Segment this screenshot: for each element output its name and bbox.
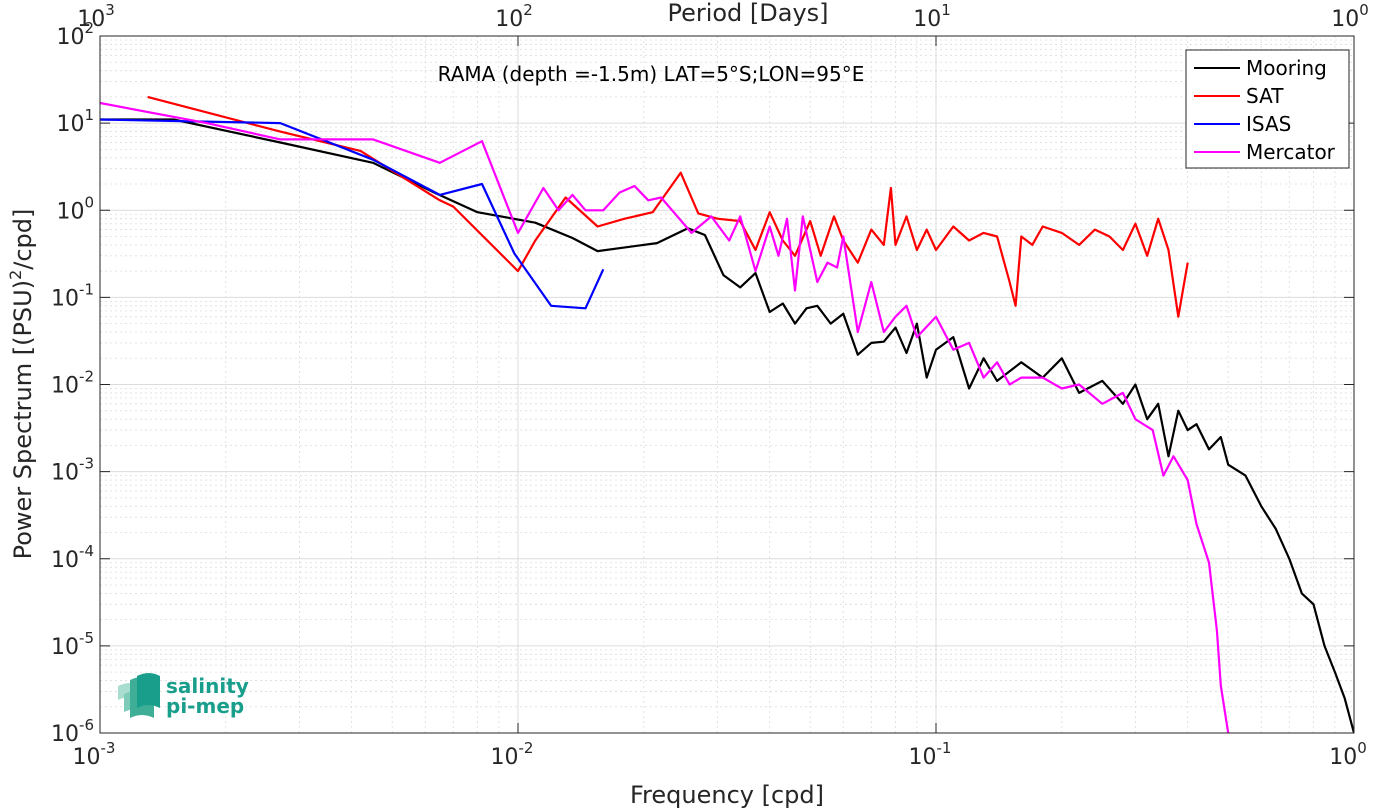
x-axis-label: Frequency [cpd] — [630, 781, 824, 809]
tick-marks — [99, 35, 1355, 734]
salinity-pi-mep-logo: salinity pi-mep — [118, 673, 249, 718]
y-tick-label: 102 — [56, 19, 94, 50]
logo-text-line2: pi-mep — [166, 694, 244, 718]
top-axis-label: Period [Days] — [667, 0, 828, 27]
y-tick-label: 10-2 — [51, 368, 94, 399]
y-axis-label-tail: /cpd] — [9, 209, 37, 270]
y-tick-label: 10-5 — [51, 629, 94, 660]
legend-box — [1185, 49, 1350, 169]
top-tick-label: 103 — [77, 1, 115, 32]
series-line-mercator — [100, 101, 1230, 733]
y-tick-label: 10-4 — [51, 542, 94, 573]
legend-label-mooring: Mooring — [1246, 56, 1327, 80]
y-tick-label: 10-1 — [51, 280, 94, 311]
logo-text-line1: salinity — [166, 674, 249, 698]
top-tick-label: 102 — [495, 1, 533, 32]
legend: Mooring SAT ISAS Mercator — [1185, 49, 1350, 169]
series-line-isas — [100, 118, 605, 310]
series-line-mooring — [100, 118, 1354, 733]
x-tick-label: 10-2 — [491, 739, 534, 770]
legend-label-isas: ISAS — [1246, 112, 1291, 136]
logo-waves-icon — [118, 673, 160, 718]
chart-title: RAMA (depth =-1.5m) LAT=5°S;LON=95°E — [438, 62, 865, 86]
y-tick-label: 100 — [56, 193, 94, 224]
y-tick-label: 101 — [56, 106, 94, 137]
legend-label-sat: SAT — [1246, 84, 1284, 108]
top-tick-label: 100 — [1331, 1, 1369, 32]
series-line-sat — [147, 95, 1189, 318]
y-axis-label-main: Power Spectrum [(PSU) — [9, 280, 37, 559]
top-tick-label: 101 — [913, 1, 951, 32]
legend-label-mercator: Mercator — [1246, 140, 1336, 164]
series-layer — [100, 95, 1354, 733]
y-tick-label: 10-6 — [51, 716, 94, 747]
y-tick-label: 10-3 — [51, 455, 94, 486]
x-tick-label: 100 — [1329, 739, 1367, 770]
x-tick-label: 10-3 — [73, 739, 116, 770]
grid-lines — [99, 36, 1354, 734]
y-axis-label: Power Spectrum [(PSU)2/cpd] — [6, 209, 37, 560]
y-axis-label-sup: 2 — [6, 270, 25, 280]
x-tick-label: 10-1 — [909, 739, 952, 770]
